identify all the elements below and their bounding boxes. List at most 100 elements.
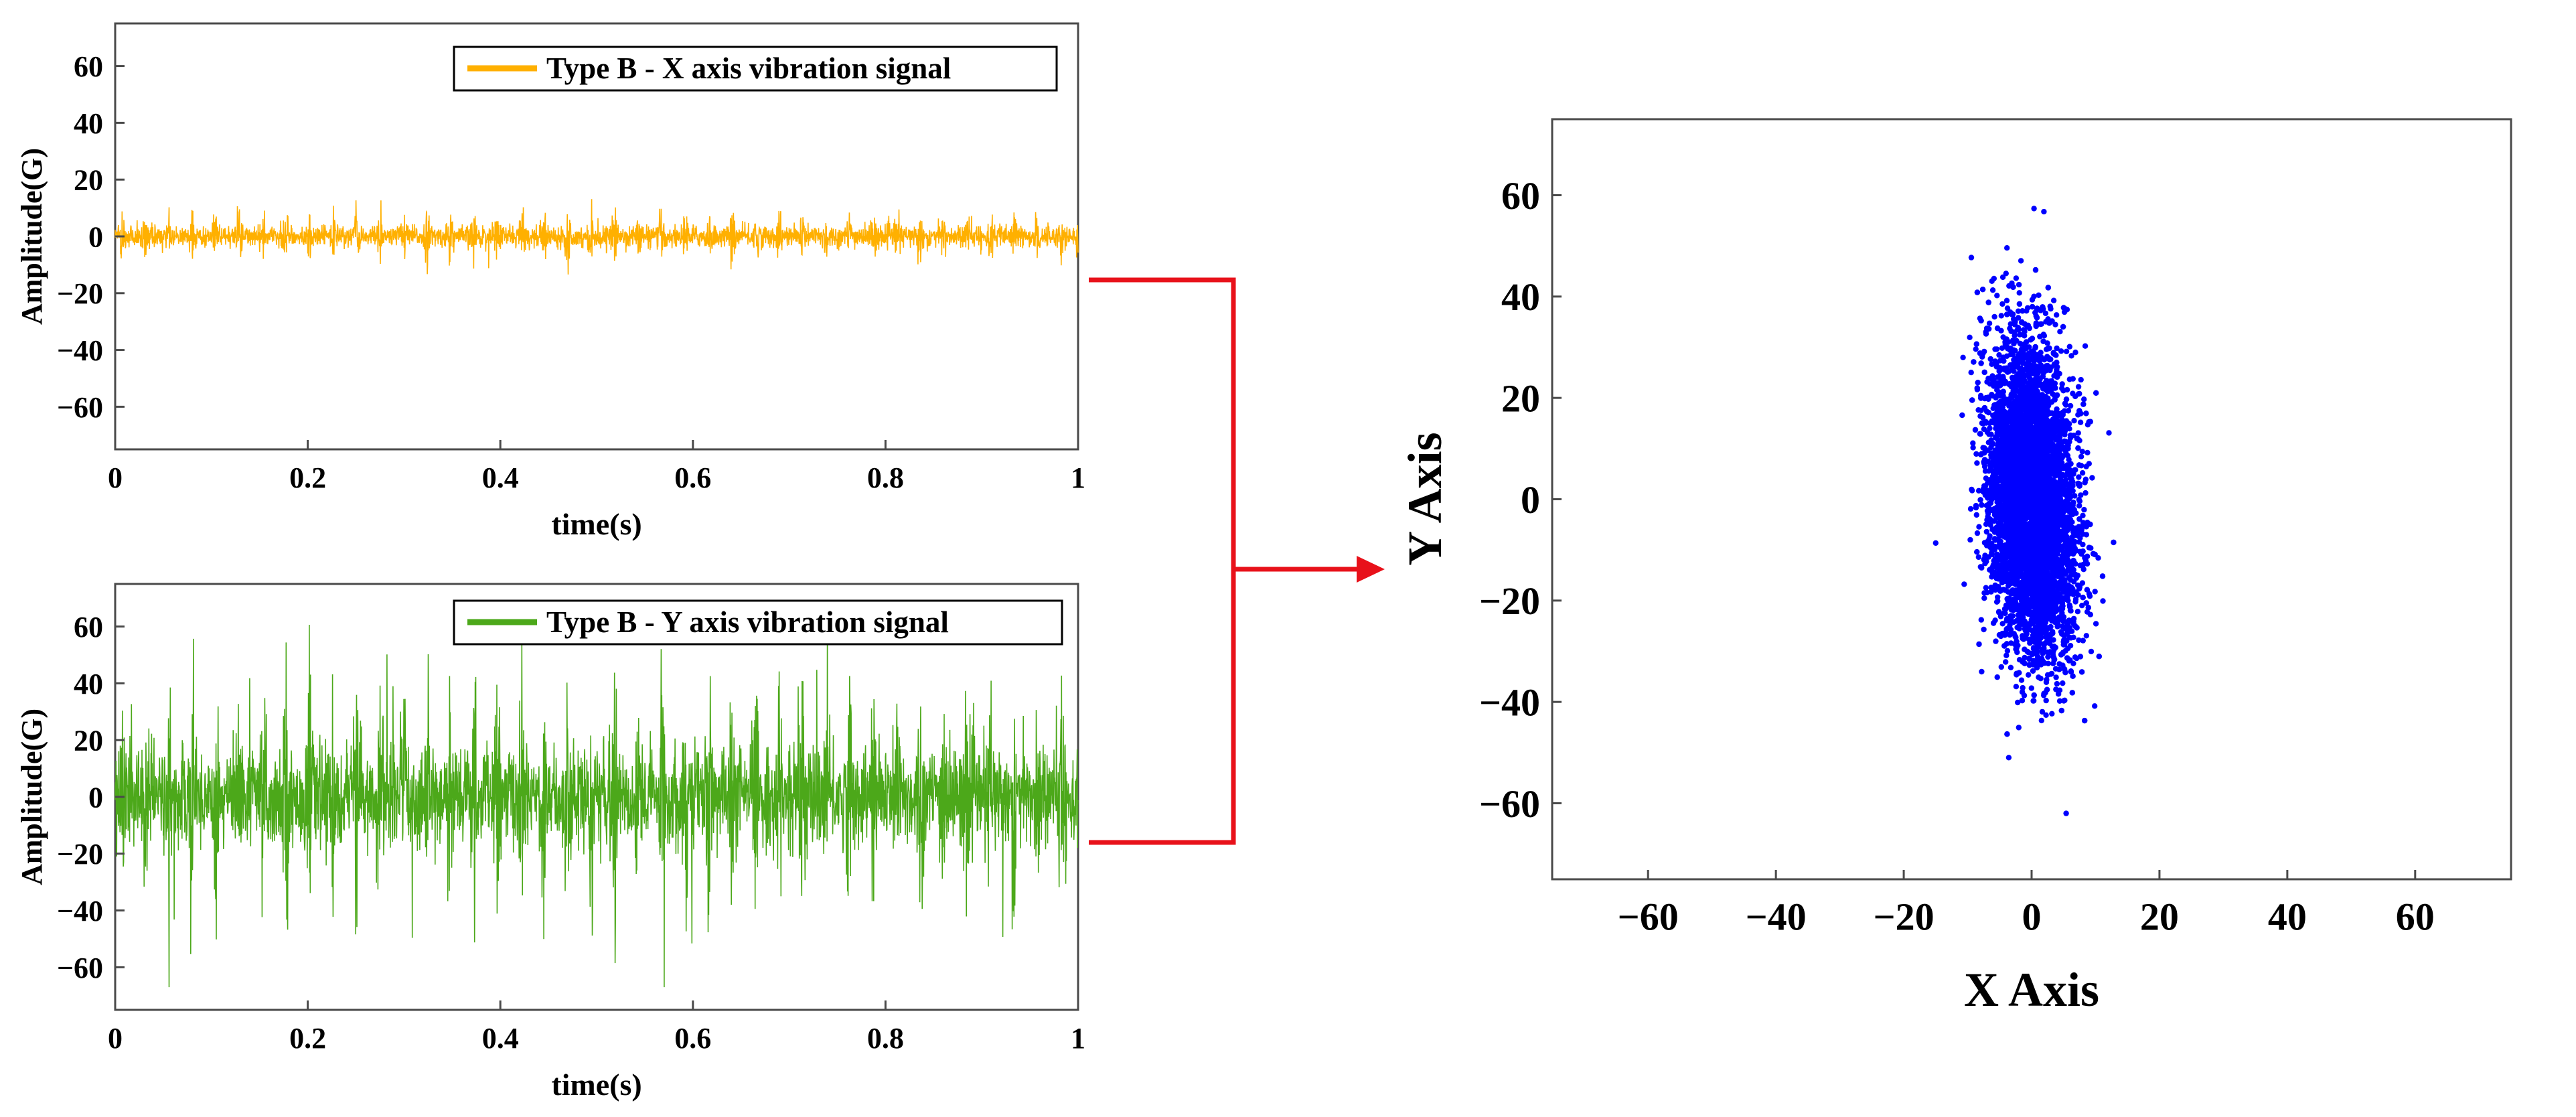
scatter-point xyxy=(2042,394,2049,400)
y-signal-xtick-label: 1 xyxy=(1071,1022,1085,1055)
scatter-point xyxy=(2045,660,2052,666)
scatter-point xyxy=(2003,353,2010,359)
scatter-point xyxy=(2031,698,2037,704)
x-signal-xtick-label: 0.8 xyxy=(867,461,904,494)
scatter-point xyxy=(1991,313,1997,320)
scatter-point xyxy=(2048,670,2055,677)
scatter-point xyxy=(1994,387,2000,393)
scatter-point xyxy=(2071,418,2077,424)
scatter-point xyxy=(1981,626,1987,633)
scatter-point xyxy=(2081,506,2087,513)
scatter-point xyxy=(2072,393,2078,400)
scatter-point xyxy=(1990,441,1996,447)
scatter-point xyxy=(2072,599,2078,605)
scatter-point xyxy=(2056,439,2062,445)
scatter-point xyxy=(1979,668,1985,675)
scatter-point xyxy=(1982,554,1988,560)
scatter-point xyxy=(2068,353,2074,359)
scatter-point xyxy=(2086,419,2092,425)
scatter-point xyxy=(2026,672,2032,678)
scatter-point xyxy=(2070,567,2076,573)
scatter-point xyxy=(1970,445,1976,451)
scatter-point xyxy=(1975,488,1982,494)
scatter-point xyxy=(2007,664,2014,670)
scatter-point xyxy=(2050,651,2056,657)
scatter-point xyxy=(2076,474,2082,480)
scatter-point xyxy=(2080,638,2086,644)
connector-arrow xyxy=(1089,277,1385,845)
scatter-point xyxy=(2082,343,2089,349)
x-signal-legend-label: Type B - X axis vibration signal xyxy=(546,52,951,85)
scatter-point xyxy=(1993,638,1999,644)
scatter-point xyxy=(2080,567,2087,573)
scatter-point xyxy=(2076,583,2083,589)
y-signal-ytick-label: 40 xyxy=(74,668,103,700)
y-signal-ytick-label: 60 xyxy=(74,611,103,644)
scatter-point xyxy=(2038,717,2044,724)
scatter-point xyxy=(2050,297,2057,303)
scatter-point xyxy=(2076,390,2082,397)
scatter-point xyxy=(2086,461,2092,467)
scatter-point xyxy=(1976,524,1982,530)
x-signal-xtick-label: 1 xyxy=(1071,461,1085,494)
scatter-point xyxy=(1994,293,2000,299)
scatter-point xyxy=(2008,640,2014,646)
scatter-point xyxy=(1968,370,1974,376)
scatter-point xyxy=(2011,390,2018,396)
x-signal-xtick-label: 0.2 xyxy=(289,461,326,494)
scatter-point xyxy=(2080,531,2086,537)
scatter-point xyxy=(2048,305,2054,312)
x-signal-ytick-label: 40 xyxy=(74,107,103,140)
scatter-point xyxy=(2084,553,2091,559)
scatter-point xyxy=(2076,637,2082,644)
scatter-point xyxy=(2076,516,2082,522)
scatter-point xyxy=(1995,556,2001,563)
scatter-point xyxy=(2059,381,2065,387)
scatter-point xyxy=(2000,587,2007,593)
scatter-point xyxy=(1967,334,1973,340)
scatter-point xyxy=(2075,430,2081,436)
scatter-point xyxy=(2018,258,2024,264)
scatter-point xyxy=(2084,609,2091,615)
y-signal-ytick-label: −60 xyxy=(57,952,103,984)
scatter-point xyxy=(2018,677,2025,683)
scatter-point xyxy=(2014,645,2020,652)
scatter-point xyxy=(2003,297,2010,303)
scatter-point xyxy=(1989,287,1996,293)
scatter-point xyxy=(2088,648,2095,655)
scatter-point xyxy=(1973,512,1979,518)
scatter-point xyxy=(1959,412,1965,419)
scatter-point xyxy=(2079,470,2086,476)
scatter-point xyxy=(1995,598,2001,604)
scatter-point xyxy=(2078,453,2085,459)
scatter-point xyxy=(1998,313,2004,319)
scatter-point xyxy=(2082,476,2089,482)
scatter-point xyxy=(1980,489,1987,495)
scatter-point xyxy=(2043,712,2049,719)
scatter-point xyxy=(2080,512,2086,518)
x-signal-xlabel: time(s) xyxy=(551,507,641,541)
scatter-point xyxy=(2044,649,2050,656)
x-signal-xtick-label: 0.4 xyxy=(482,461,519,494)
scatter-point xyxy=(1998,664,2004,670)
y-signal-xlabel: time(s) xyxy=(551,1067,641,1102)
scatter-point xyxy=(2043,697,2049,704)
scatter-point xyxy=(1960,354,1966,360)
scatter-point xyxy=(2038,676,2044,682)
scatter-point xyxy=(2085,449,2091,456)
scatter-point xyxy=(2070,557,2076,564)
x-signal-ytick-label: −20 xyxy=(57,277,103,310)
scatter-point xyxy=(1970,440,1976,446)
scatter-point xyxy=(2057,475,2064,481)
scatter-point xyxy=(2015,308,2022,314)
scatter-point xyxy=(2058,348,2064,354)
scatter-point xyxy=(2078,376,2084,383)
scatter-point xyxy=(2057,329,2063,335)
y-signal-legend-label: Type B - Y axis vibration signal xyxy=(546,605,949,639)
x-signal-xtick-label: 0.6 xyxy=(674,461,711,494)
scatter-point xyxy=(2089,475,2095,481)
x-signal-legend-box xyxy=(453,46,1058,92)
scatter-point xyxy=(1994,674,2000,680)
scatter-point xyxy=(2044,398,2050,404)
scatter-point xyxy=(1967,536,1973,543)
